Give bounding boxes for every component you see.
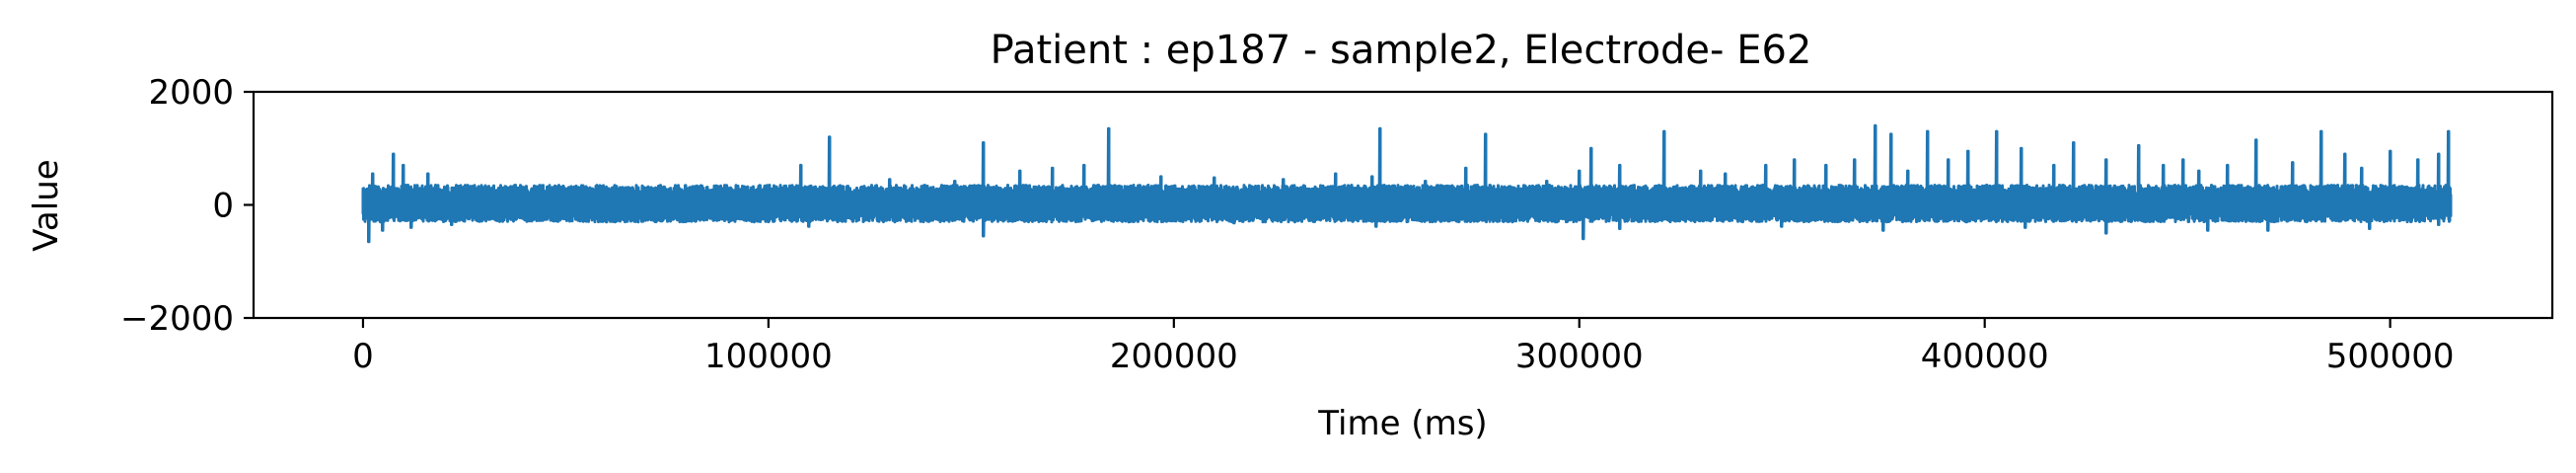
y-axis: 2000 0 −2000 [120,73,254,339]
x-tick-label: 0 [352,337,374,376]
x-axis-label: Time (ms) [1317,404,1487,443]
y-tick-label: 2000 [148,73,234,113]
x-tick-label: 300000 [1515,337,1644,376]
y-tick-label: −2000 [120,299,234,339]
series-group [361,123,2453,244]
chart-title: Patient : ep187 - sample2, Electrode- E6… [991,28,1812,73]
x-axis: 0 100000 200000 300000 400000 500000 [352,318,2455,376]
x-tick-label: 400000 [1921,337,2049,376]
y-axis-label: Value [27,159,66,251]
series-line [361,123,2453,244]
plot-area [252,90,2554,320]
y-tick-label: 0 [212,187,234,226]
x-tick-label: 500000 [2326,337,2455,376]
x-tick-label: 200000 [1110,337,1238,376]
x-tick-label: 100000 [704,337,833,376]
